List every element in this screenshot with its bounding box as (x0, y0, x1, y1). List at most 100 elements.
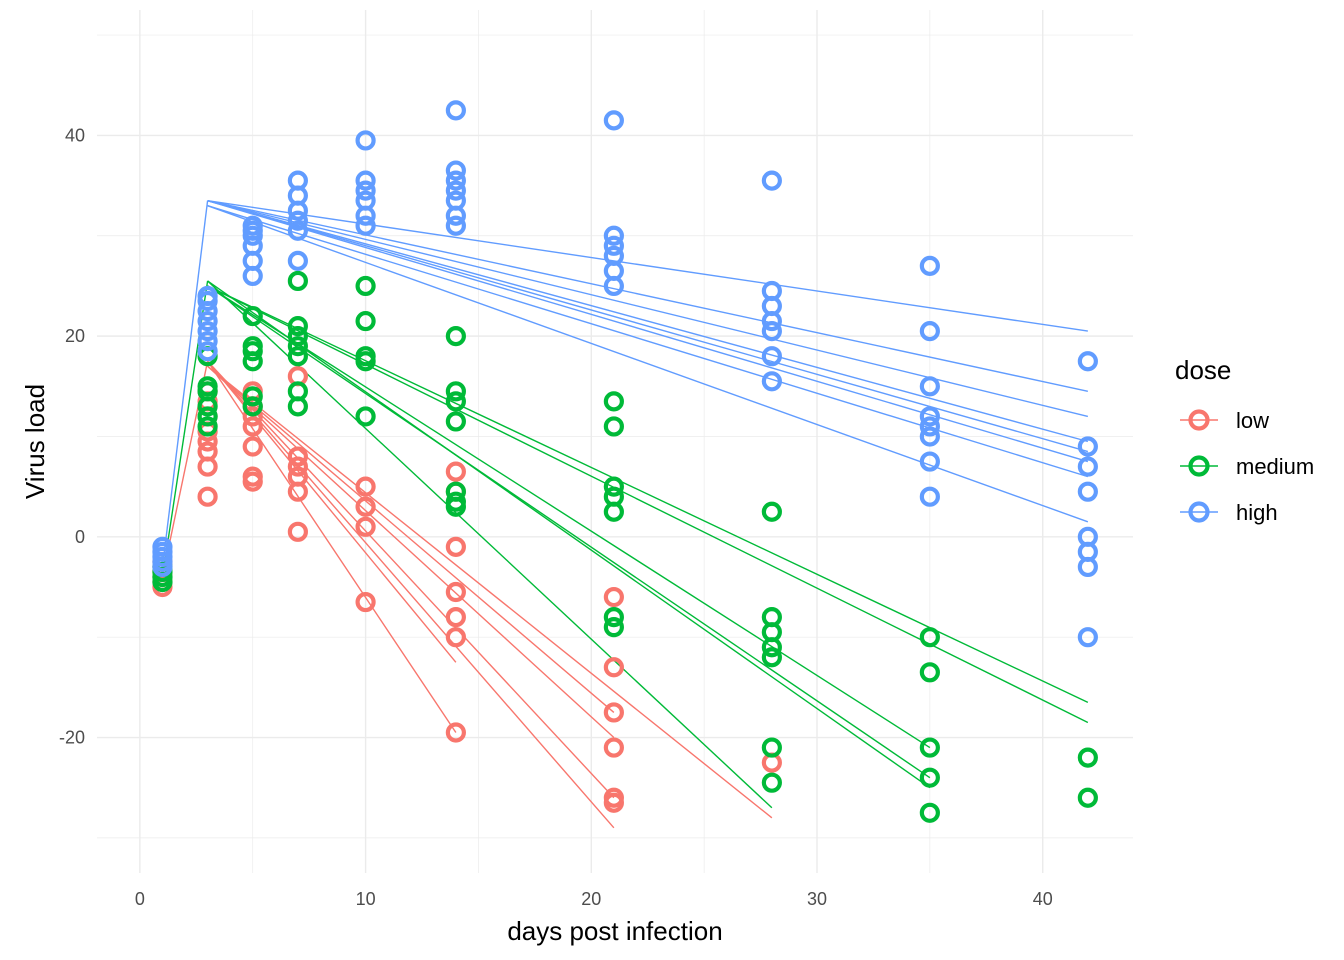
point-medium (287, 315, 308, 337)
point-high (242, 215, 263, 236)
point-medium (287, 346, 308, 367)
x-tick-label: 0 (135, 889, 145, 909)
fit-line-low (207, 360, 615, 829)
legend-key-low (1188, 409, 1210, 431)
point-medium (197, 376, 218, 397)
point-medium (603, 607, 624, 628)
point-medium (355, 275, 376, 297)
point-high (919, 321, 940, 342)
point-high (355, 180, 376, 201)
point-high (445, 160, 466, 181)
axes: 0 10 20 30 40 -20 0 20 40 (59, 125, 1053, 909)
grid-lines (97, 10, 1133, 873)
x-tick-label: 40 (1033, 889, 1053, 909)
point-medium (197, 416, 218, 437)
point-low (603, 657, 624, 678)
point-low (445, 607, 466, 628)
point-medium (603, 391, 624, 412)
point-medium (445, 411, 466, 432)
point-low (287, 521, 308, 542)
point-low (242, 406, 263, 427)
point-low (445, 627, 466, 648)
point-low (603, 586, 624, 608)
fit-line-medium (207, 285, 931, 779)
point-high (919, 426, 940, 447)
x-axis-title: days post infection (507, 916, 722, 946)
fit-lines (161, 199, 1089, 829)
point-high (197, 310, 218, 332)
point-medium (287, 326, 308, 347)
fit-line-low (207, 365, 615, 713)
point-medium (919, 767, 940, 788)
point-high (355, 130, 376, 151)
point-medium (445, 326, 466, 347)
point-low (603, 787, 624, 808)
legend-label-high: high (1236, 500, 1278, 525)
fit-line-high (207, 199, 1089, 393)
point-low (242, 466, 263, 487)
point-high (761, 280, 782, 302)
fit-line-medium (207, 280, 931, 789)
point-medium (445, 391, 466, 412)
point-low (287, 456, 308, 477)
point-high (919, 486, 940, 507)
fit-line-high (207, 199, 1089, 453)
point-high (197, 341, 218, 362)
point-low (197, 441, 218, 462)
point-high (287, 170, 308, 191)
point-low (445, 722, 466, 743)
y-tick-label: 20 (65, 326, 85, 346)
point-medium (761, 772, 782, 793)
point-medium (603, 416, 624, 437)
point-high (761, 346, 782, 367)
x-tick-label: 20 (581, 889, 601, 909)
point-medium (355, 310, 376, 332)
point-high (445, 180, 466, 201)
point-low (445, 581, 466, 603)
data-points (152, 100, 1098, 823)
point-high (761, 371, 782, 392)
point-medium (919, 737, 940, 758)
point-low (603, 702, 624, 723)
point-medium (287, 270, 308, 292)
fit-line-medium (207, 285, 1089, 724)
point-medium (761, 501, 782, 522)
initial-segment-high (161, 200, 209, 568)
point-low (242, 416, 263, 437)
fit-line-high (207, 199, 1089, 418)
point-medium (919, 802, 940, 823)
point-low (445, 536, 466, 557)
point-medium (197, 406, 218, 427)
point-high (919, 376, 940, 397)
point-high (1077, 481, 1098, 502)
point-high (761, 321, 782, 342)
point-high (603, 225, 624, 246)
point-low (355, 516, 376, 537)
point-high (1077, 456, 1098, 477)
fit-line-low (207, 360, 615, 799)
fit-line-medium (207, 285, 931, 749)
point-medium (445, 491, 466, 512)
point-high (445, 215, 466, 236)
point-high (287, 250, 308, 271)
fit-line-high (207, 199, 1089, 463)
point-high (152, 536, 173, 557)
point-high (355, 190, 376, 211)
point-medium (242, 305, 263, 327)
point-low (287, 466, 308, 487)
point-medium (355, 406, 376, 427)
fit-line-low (207, 365, 773, 819)
point-high (761, 170, 782, 191)
point-medium (761, 647, 782, 668)
point-medium (1077, 787, 1098, 808)
point-low (355, 591, 376, 613)
legend-title: dose (1175, 355, 1231, 385)
point-high (445, 100, 466, 121)
fit-line-medium (207, 285, 1089, 704)
legend-key-high (1188, 501, 1210, 523)
point-high (919, 416, 940, 437)
point-high (287, 210, 308, 231)
y-tick-label: 40 (65, 125, 85, 145)
point-medium (761, 607, 782, 628)
